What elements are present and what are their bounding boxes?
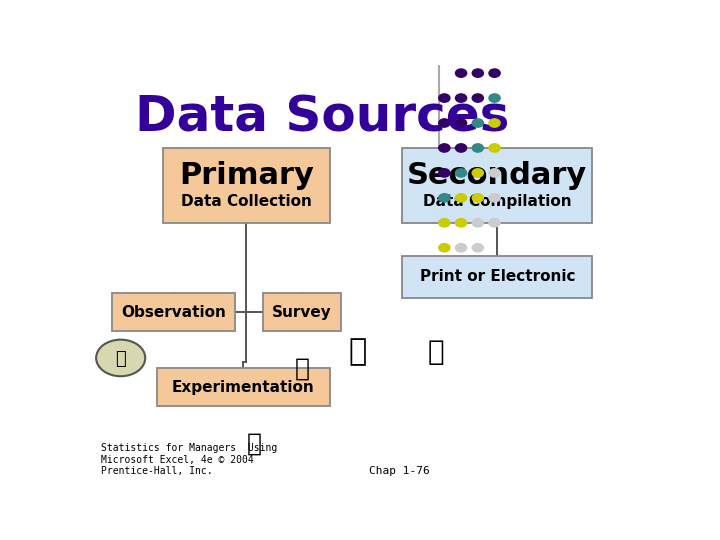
Circle shape <box>438 244 450 252</box>
FancyBboxPatch shape <box>263 294 341 331</box>
Text: Primary: Primary <box>179 161 314 190</box>
Circle shape <box>489 194 500 202</box>
Circle shape <box>472 144 483 152</box>
Circle shape <box>472 219 483 227</box>
Circle shape <box>438 194 450 202</box>
Circle shape <box>438 94 450 102</box>
FancyBboxPatch shape <box>157 368 330 406</box>
Circle shape <box>472 194 483 202</box>
Text: 🧪: 🧪 <box>247 431 262 455</box>
Circle shape <box>489 119 500 127</box>
Text: Data Sources: Data Sources <box>135 94 509 142</box>
Circle shape <box>438 168 450 177</box>
FancyBboxPatch shape <box>112 294 235 331</box>
Text: Chap 1-76: Chap 1-76 <box>369 467 430 476</box>
Circle shape <box>438 144 450 152</box>
Circle shape <box>456 69 467 77</box>
Circle shape <box>472 94 483 102</box>
Text: Experimentation: Experimentation <box>172 380 315 395</box>
Circle shape <box>472 119 483 127</box>
Circle shape <box>456 194 467 202</box>
Circle shape <box>456 144 467 152</box>
Circle shape <box>472 244 483 252</box>
Circle shape <box>489 94 500 102</box>
Text: Print or Electronic: Print or Electronic <box>420 269 575 285</box>
Circle shape <box>438 219 450 227</box>
Text: 🔭: 🔭 <box>115 350 126 368</box>
Circle shape <box>489 144 500 152</box>
Text: Secondary: Secondary <box>408 161 588 190</box>
Circle shape <box>438 119 450 127</box>
Text: Data Collection: Data Collection <box>181 194 312 210</box>
Text: 📕: 📕 <box>348 337 367 366</box>
Circle shape <box>456 94 467 102</box>
Text: Survey: Survey <box>272 305 332 320</box>
Circle shape <box>472 69 483 77</box>
Circle shape <box>489 69 500 77</box>
Circle shape <box>456 168 467 177</box>
Circle shape <box>489 219 500 227</box>
Circle shape <box>489 168 500 177</box>
Circle shape <box>456 119 467 127</box>
Circle shape <box>472 168 483 177</box>
Circle shape <box>456 219 467 227</box>
Text: Data Compilation: Data Compilation <box>423 194 572 210</box>
Text: Statistics for Managers  Using
Microsoft Excel, 4e © 2004
Prentice-Hall, Inc.: Statistics for Managers Using Microsoft … <box>101 443 277 476</box>
Text: 📋: 📋 <box>294 356 310 380</box>
Text: Observation: Observation <box>121 305 226 320</box>
Circle shape <box>96 340 145 376</box>
FancyBboxPatch shape <box>402 256 593 298</box>
FancyBboxPatch shape <box>402 148 593 223</box>
FancyBboxPatch shape <box>163 148 330 223</box>
Text: 💾: 💾 <box>428 338 444 366</box>
Circle shape <box>456 244 467 252</box>
